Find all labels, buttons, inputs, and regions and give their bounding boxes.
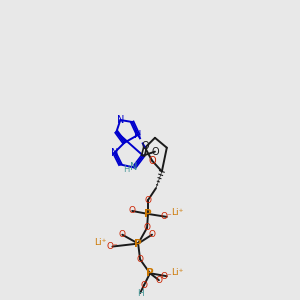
- Text: O: O: [148, 230, 155, 239]
- Text: O: O: [151, 147, 159, 157]
- Text: Li⁺: Li⁺: [172, 208, 184, 217]
- Text: O⁻: O⁻: [161, 212, 173, 221]
- Text: N: N: [117, 115, 124, 125]
- Text: O: O: [143, 223, 151, 232]
- Text: H: H: [123, 165, 130, 174]
- Text: P: P: [146, 268, 154, 278]
- Text: Li⁺: Li⁺: [172, 268, 184, 277]
- Text: N: N: [130, 163, 138, 172]
- Text: O: O: [141, 141, 149, 151]
- Text: O: O: [136, 255, 144, 264]
- Text: O: O: [155, 276, 162, 285]
- Text: O⁻: O⁻: [106, 242, 118, 251]
- Text: O⁻: O⁻: [161, 272, 173, 281]
- Text: N: N: [111, 148, 118, 158]
- Text: O: O: [129, 206, 136, 215]
- Text: O: O: [148, 155, 156, 166]
- Text: P: P: [134, 238, 142, 249]
- Text: H: H: [137, 289, 143, 298]
- Text: P: P: [144, 209, 152, 219]
- Text: Li⁺: Li⁺: [94, 238, 107, 247]
- Text: N: N: [134, 130, 142, 140]
- Text: O: O: [145, 196, 152, 205]
- Text: O: O: [119, 230, 126, 239]
- Text: O: O: [141, 280, 148, 290]
